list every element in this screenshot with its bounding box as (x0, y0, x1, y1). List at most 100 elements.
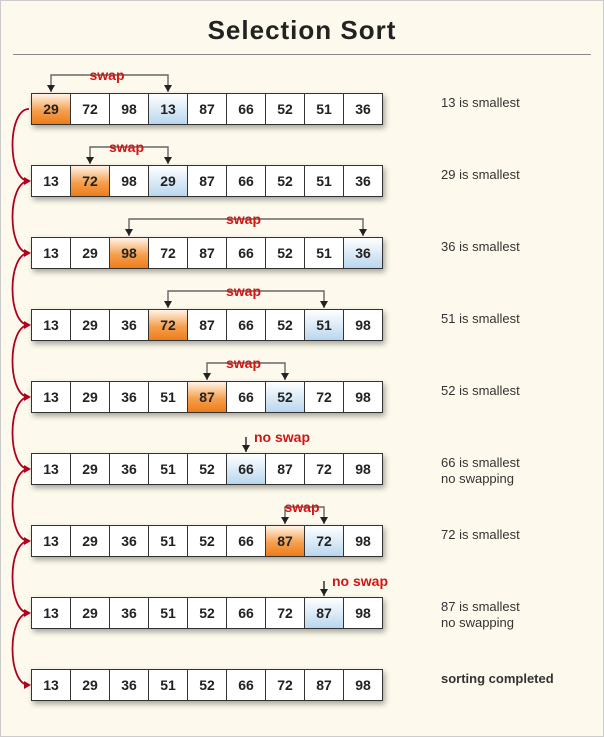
array-cell: 98 (343, 525, 383, 557)
step-1: 137298298766525136 29 is smallest swap (31, 141, 603, 197)
array-cell: 66 (226, 309, 266, 341)
array-cell: 72 (304, 453, 344, 485)
array-cell: 87 (304, 597, 344, 629)
swap-label: swap (109, 139, 144, 155)
array-cell: 66 (226, 453, 266, 485)
array-cell: 29 (70, 309, 110, 341)
array-cell: 87 (265, 453, 305, 485)
array-cell: 66 (226, 237, 266, 269)
swap-connector (31, 141, 391, 165)
array-row: 132936515266877298 (31, 453, 383, 485)
array-cell: 52 (265, 381, 305, 413)
array-cell: 66 (226, 165, 266, 197)
step-6: 132936515266877298 72 is smallest swap (31, 501, 603, 557)
step-caption: 51 is smallest (441, 311, 520, 327)
array-cell: 51 (304, 165, 344, 197)
array-cell: 52 (187, 669, 227, 701)
array-cell: 29 (70, 597, 110, 629)
swap-connector (31, 501, 391, 525)
array-cell: 98 (343, 669, 383, 701)
step-3: 132936728766525198 51 is smallest swap (31, 285, 603, 341)
array-cell: 66 (226, 93, 266, 125)
swap-label: swap (226, 355, 261, 371)
steps-container: 29729813876652513613 is smallestswap1372… (1, 65, 603, 701)
array-row: 132936728766525198 (31, 309, 383, 341)
array-cell: 52 (187, 525, 227, 557)
array-cell: 72 (265, 669, 305, 701)
swap-label: swap (226, 283, 261, 299)
array-cell: 51 (148, 525, 188, 557)
array-cell: 72 (148, 309, 188, 341)
array-cell: 87 (187, 309, 227, 341)
array-cell: 72 (70, 165, 110, 197)
array-cell: 98 (109, 93, 149, 125)
array-cell: 52 (187, 597, 227, 629)
array-cell: 36 (109, 453, 149, 485)
array-cell: 52 (187, 453, 227, 485)
array-cell: 36 (343, 93, 383, 125)
step-5: 132936515266877298 66 is smallest no swap… (31, 429, 603, 485)
array-cell: 36 (109, 381, 149, 413)
step-2: 132998728766525136 36 is smallest swap (31, 213, 603, 269)
swap-label: swap (90, 67, 125, 83)
step-caption: 36 is smallest (441, 239, 520, 255)
array-cell: 36 (109, 597, 149, 629)
array-row: 132936515266728798 (31, 597, 383, 629)
step-caption: 72 is smallest (441, 527, 520, 543)
array-cell: 36 (343, 237, 383, 269)
array-cell: 52 (265, 93, 305, 125)
array-cell: 36 (343, 165, 383, 197)
step-7: 13293651526672879887 is smallest no swap… (31, 573, 603, 629)
swap-connector (31, 357, 391, 381)
array-cell: 29 (148, 165, 188, 197)
array-cell: 51 (148, 597, 188, 629)
step-8: 132936515266728798 sorting completed (31, 645, 603, 701)
array-cell: 29 (70, 453, 110, 485)
array-cell: 51 (304, 237, 344, 269)
swap-label: swap (226, 211, 261, 227)
array-cell: 72 (265, 597, 305, 629)
array-cell: 29 (70, 525, 110, 557)
array-cell: 98 (343, 309, 383, 341)
swap-label: swap (285, 499, 320, 515)
swap-connector (31, 285, 391, 309)
array-cell: 87 (187, 93, 227, 125)
array-row: 137298298766525136 (31, 165, 383, 197)
swap-connector (31, 213, 391, 237)
array-cell: 51 (304, 93, 344, 125)
array-cell: 72 (148, 237, 188, 269)
array-cell: 98 (343, 453, 383, 485)
step-caption: 13 is smallest (441, 95, 520, 111)
array-row: 132936515266877298 (31, 525, 383, 557)
array-cell: 13 (148, 93, 188, 125)
noswap-label: no swap (332, 573, 388, 589)
array-row: 297298138766525136 (31, 93, 383, 125)
array-row: 132936518766527298 (31, 381, 383, 413)
array-cell: 98 (343, 597, 383, 629)
array-cell: 98 (109, 237, 149, 269)
swap-connector (31, 69, 391, 93)
array-cell: 87 (304, 669, 344, 701)
step-caption: 52 is smallest (441, 383, 520, 399)
array-cell: 66 (226, 597, 266, 629)
array-cell: 87 (187, 381, 227, 413)
array-cell: 51 (304, 309, 344, 341)
noswap-label: no swap (254, 429, 310, 445)
step-0: 297298138766525136 13 is smallest swap (31, 69, 603, 125)
title-divider (13, 54, 591, 55)
array-cell: 72 (70, 93, 110, 125)
array-cell: 72 (304, 525, 344, 557)
array-cell: 29 (70, 381, 110, 413)
array-cell: 98 (343, 381, 383, 413)
array-row: 132998728766525136 (31, 237, 383, 269)
array-cell: 51 (148, 669, 188, 701)
array-cell: 52 (265, 309, 305, 341)
step-caption: 66 is smallest no swapping (441, 455, 520, 488)
step-caption: 29 is smallest (441, 167, 520, 183)
array-row: 132936515266728798 (31, 669, 383, 701)
array-cell: 87 (187, 165, 227, 197)
step-caption: sorting completed (441, 671, 554, 687)
array-cell: 87 (187, 237, 227, 269)
array-cell: 66 (226, 525, 266, 557)
array-cell: 29 (70, 237, 110, 269)
